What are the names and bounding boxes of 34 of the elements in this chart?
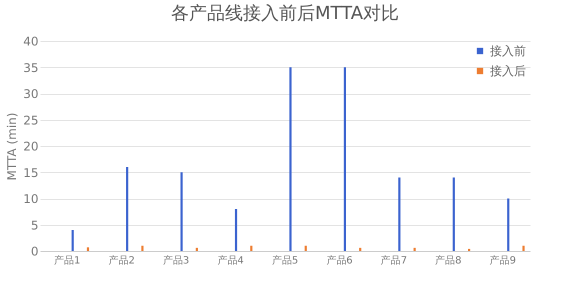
x-tick-label: 产品3: [162, 254, 190, 266]
bar: [452, 178, 455, 251]
y-tick-label: 25: [23, 113, 38, 128]
bar: [359, 248, 362, 251]
x-tick-label: 产品9: [490, 254, 516, 266]
legend-label: 接入后: [490, 64, 526, 78]
x-tick-label: 产品2: [108, 254, 135, 266]
y-tick-label: 15: [23, 166, 38, 180]
chart-title: 各产品线接入前后MTTA对比: [170, 3, 400, 24]
y-tick-label: 20: [23, 140, 38, 154]
bar: [234, 209, 238, 251]
x-tick-label: 产品7: [380, 254, 408, 266]
y-tick-label: 10: [23, 192, 38, 206]
x-tick-label: 产品8: [435, 254, 462, 266]
y-tick-label: 40: [23, 34, 38, 48]
y-tick-label: 5: [30, 218, 38, 232]
bar: [126, 167, 128, 251]
y-axis-title: MTTA (min): [5, 112, 20, 180]
y-tick-label: 0: [30, 244, 38, 258]
x-tick-label: 产品5: [272, 254, 298, 266]
bar: [398, 178, 400, 251]
y-tick-label: 35: [23, 60, 38, 75]
bar: [344, 67, 346, 251]
x-tick-label: 产品6: [326, 254, 353, 266]
y-tick-label: 30: [23, 87, 38, 101]
bar: [304, 246, 307, 251]
bar: [507, 198, 510, 251]
bar: [289, 67, 292, 251]
bar: [180, 172, 183, 251]
bar: [250, 246, 252, 251]
legend-label: 接入前: [490, 44, 526, 58]
bar: [72, 230, 74, 251]
x-tick-label: 产品4: [217, 254, 244, 266]
x-tick-label: 产品1: [54, 254, 80, 266]
